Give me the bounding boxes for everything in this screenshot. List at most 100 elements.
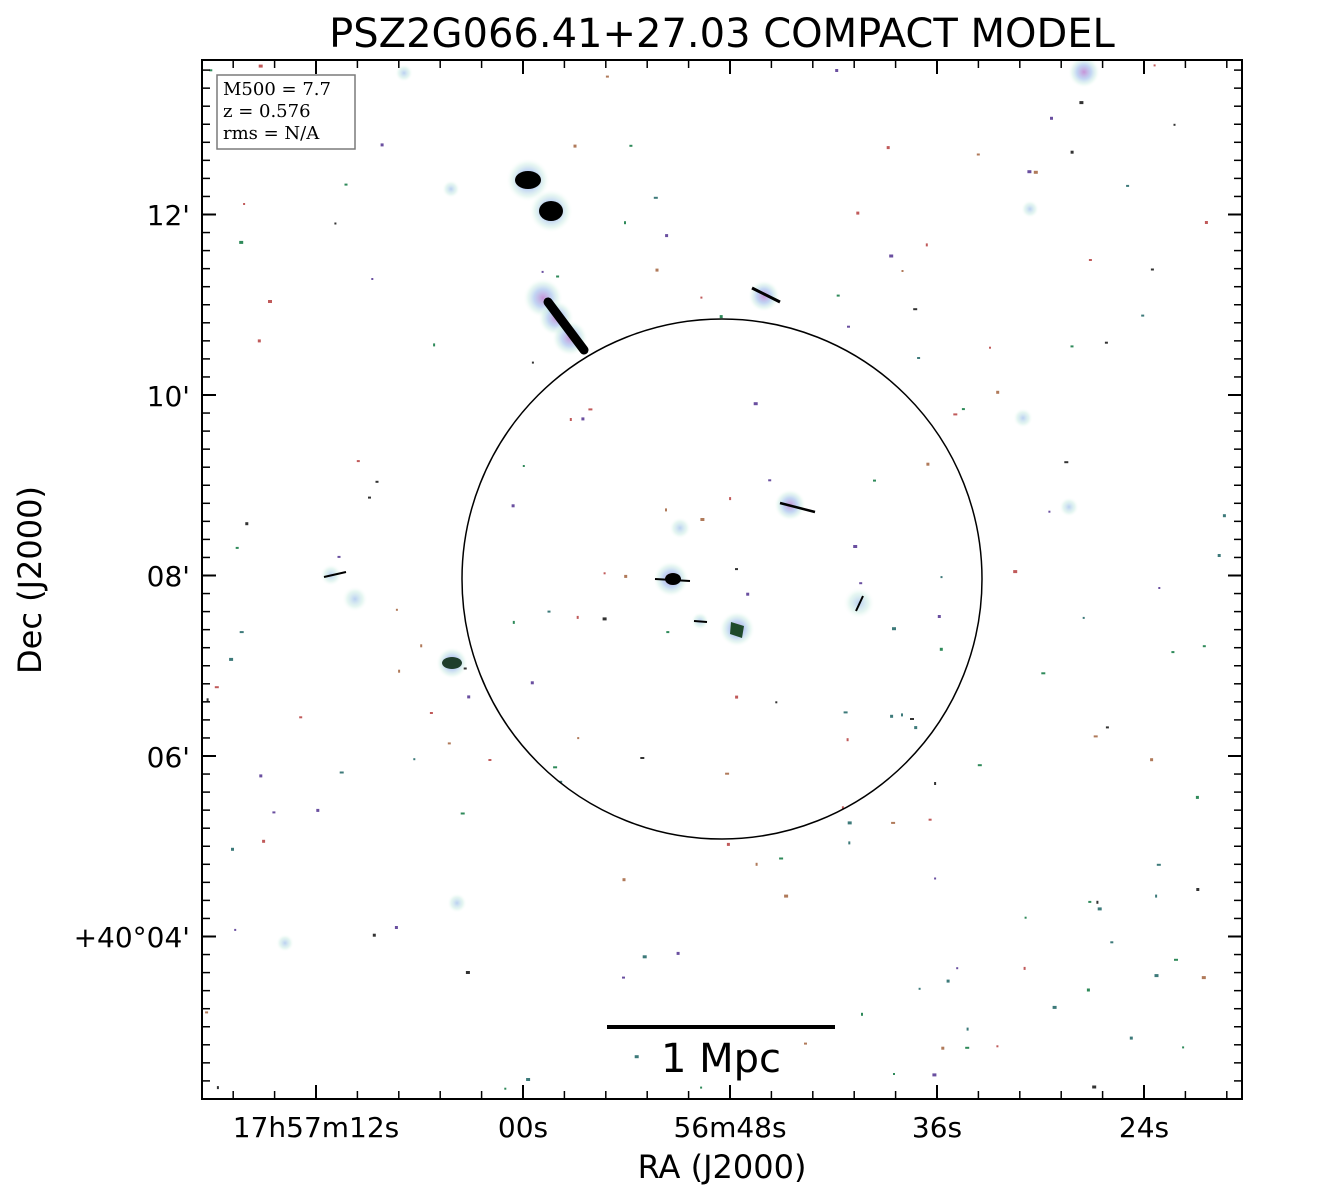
- noise-pixel: [835, 69, 839, 72]
- x-tick-label: 17h57m12s: [233, 1111, 400, 1144]
- noise-pixel: [530, 681, 534, 685]
- noise-pixel: [910, 718, 914, 720]
- noise-pixel: [848, 841, 851, 845]
- x-tick-label: 00s: [498, 1111, 548, 1144]
- noise-pixel: [755, 862, 758, 866]
- noise-pixel: [634, 1055, 639, 1059]
- noise-pixel: [245, 522, 249, 526]
- noise-pixel: [1050, 116, 1053, 120]
- noise-pixel: [1156, 863, 1161, 866]
- noise-pixel: [893, 1073, 895, 1075]
- noise-pixel: [934, 782, 937, 785]
- noise-pixel: [726, 842, 730, 846]
- noise-pixel: [413, 758, 416, 761]
- noise-pixel: [1141, 314, 1145, 317]
- noise-pixel: [316, 808, 320, 812]
- noise-pixel: [605, 75, 609, 78]
- noise-pixel: [531, 361, 534, 364]
- noise-pixel: [746, 592, 750, 596]
- noise-pixel: [239, 631, 244, 634]
- noise-pixel: [1052, 1005, 1057, 1009]
- noise-pixel: [356, 460, 360, 463]
- noise-pixel: [569, 418, 572, 421]
- y-tick-label: 12': [147, 199, 190, 232]
- noise-pixel: [996, 390, 1000, 394]
- noise-pixel: [886, 146, 890, 150]
- noise-pixel: [243, 203, 246, 205]
- noise-pixel: [1182, 1046, 1185, 1049]
- noise-pixel: [966, 1027, 969, 1031]
- noise-pixel: [859, 582, 863, 585]
- noise-pixel: [447, 742, 451, 745]
- noise-pixel: [371, 278, 374, 280]
- noise-pixel: [719, 315, 723, 319]
- noise-pixel: [259, 774, 263, 778]
- noise-pixel: [1150, 758, 1154, 762]
- noise-pixel: [522, 465, 525, 467]
- noise-pixel: [917, 357, 921, 359]
- noise-pixel: [504, 1087, 507, 1090]
- noise-pixel: [299, 716, 303, 719]
- y-tick-label: 06': [147, 741, 190, 774]
- noise-pixel: [1171, 651, 1175, 654]
- noise-pixel: [624, 221, 626, 225]
- noise-pixel: [1082, 616, 1085, 619]
- noise-pixel: [856, 211, 860, 215]
- noise-pixel: [889, 254, 894, 258]
- noise-pixel: [1195, 795, 1199, 799]
- noise-pixel: [1093, 735, 1098, 738]
- noise-pixel: [588, 408, 593, 411]
- noise-pixel: [239, 240, 244, 244]
- noise-pixel: [339, 771, 344, 774]
- noise-pixel: [1070, 150, 1074, 154]
- y-tick-labels: 12' 10' 08' 06' +40°04': [74, 199, 190, 954]
- noise-pixel: [700, 296, 703, 299]
- scale-bar-label: 1 Mpc: [661, 1036, 781, 1082]
- noise-pixel: [928, 818, 932, 821]
- source-elongated: [523, 278, 589, 356]
- noise-pixel: [1096, 900, 1099, 904]
- noise-pixel: [779, 857, 784, 860]
- info-box: M500 = 7.7 z = 0.576 rms = N/A: [216, 74, 356, 150]
- noise-pixel: [465, 971, 470, 974]
- noise-pixel: [977, 764, 982, 767]
- y-tick-label: 10': [147, 380, 190, 413]
- noise-pixel: [344, 183, 348, 186]
- noise-pixel: [372, 933, 376, 937]
- noise-pixel: [216, 1086, 219, 1090]
- noise-pixel: [642, 955, 647, 959]
- noise-pixel: [1217, 554, 1221, 557]
- noise-pixel: [891, 821, 896, 824]
- noise-pixel: [1129, 1036, 1133, 1040]
- noise-pixel: [624, 574, 628, 578]
- noise-pixel: [205, 1011, 209, 1014]
- noise-pixel: [753, 402, 758, 406]
- noise-pixel: [996, 1045, 999, 1048]
- noise-pixel: [581, 417, 585, 421]
- noise-pixel: [1064, 461, 1069, 464]
- noise-pixel: [1150, 268, 1154, 271]
- noise-pixel: [395, 608, 398, 611]
- noise-pixel: [901, 713, 903, 717]
- noise-pixel: [1023, 966, 1026, 970]
- noise-pixel: [1048, 510, 1051, 513]
- x-tick-label: 24s: [1119, 1111, 1169, 1144]
- noise-pixel: [229, 657, 234, 661]
- plot-frame: [201, 59, 1243, 1100]
- noise-pixel: [206, 698, 209, 702]
- noise-pixel: [843, 711, 848, 714]
- noise-pixel: [541, 270, 544, 273]
- noise-pixel: [1105, 726, 1109, 729]
- figure-title: PSZ2G066.41+27.03 COMPACT MODEL: [329, 11, 1115, 57]
- source-cluster-top: [506, 158, 573, 233]
- noise-pixel: [1097, 907, 1102, 911]
- noise-pixel: [735, 568, 738, 571]
- info-rms: rms = N/A: [223, 123, 320, 144]
- noise-pixel: [488, 759, 492, 761]
- noise-pixel: [375, 480, 379, 483]
- noise-pixel: [334, 222, 337, 225]
- image-panel: 1 Mpc: [202, 60, 1242, 1099]
- noise-pixel: [655, 268, 659, 272]
- noise-pixel: [932, 1073, 937, 1077]
- noise-pixel: [262, 839, 266, 843]
